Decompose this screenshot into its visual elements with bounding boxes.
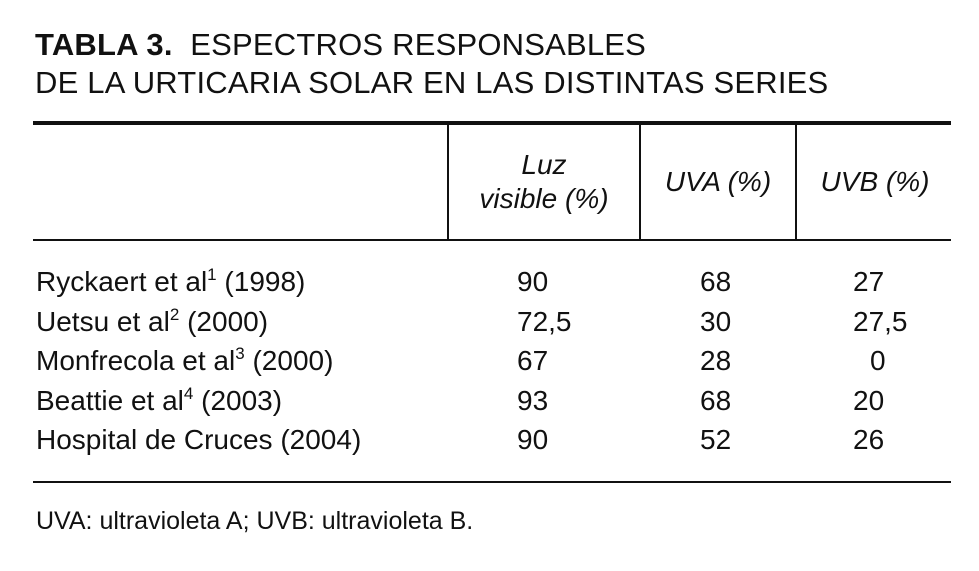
row-uva: 30 xyxy=(700,306,732,337)
row-luz: 72,5 xyxy=(517,306,572,337)
table-row: Ryckaert et al1 (1998) 90 68 27 xyxy=(0,262,979,302)
column-divider xyxy=(795,125,797,239)
column-header-luz-line1: Luz xyxy=(521,149,567,180)
row-luz: 67 xyxy=(517,345,549,376)
column-header-uva: UVA (%) xyxy=(664,166,772,197)
column-header-luz: Luz visible (%) xyxy=(449,125,639,239)
row-author: Uetsu et al2 (2000) xyxy=(36,304,269,337)
column-header-luz-line2: visible (%) xyxy=(479,183,609,214)
row-author: Beattie et al4 (2003) xyxy=(36,383,283,416)
row-uva: 52 xyxy=(700,424,732,455)
table-title-line1: ESPECTROS RESPONSABLES xyxy=(190,27,647,62)
row-uva: 68 xyxy=(700,266,732,297)
row-uvb: 27 xyxy=(853,266,885,297)
table-row: Beattie et al4 (2003) 93 68 20 xyxy=(0,381,979,421)
row-uvb: 27,5 xyxy=(853,306,908,337)
row-author: Ryckaert et al1 (1998) xyxy=(36,264,306,297)
table-row: Hospital de Cruces (2004) 90 52 26 xyxy=(0,420,979,460)
column-header-uvb: UVB (%) xyxy=(820,166,930,197)
column-divider xyxy=(639,125,641,239)
table-row: Monfrecola et al3 (2000) 67 28 0 xyxy=(0,341,979,381)
row-luz: 90 xyxy=(517,266,549,297)
row-uvb: 20 xyxy=(853,385,885,416)
bottom-rule xyxy=(33,481,951,483)
row-author: Hospital de Cruces (2004) xyxy=(36,424,362,455)
table-title: TABLA 3. ESPECTROS RESPONSABLES DE LA UR… xyxy=(35,26,828,102)
table-title-line2: DE LA URTICARIA SOLAR EN LAS DISTINTAS S… xyxy=(35,65,829,100)
row-uva: 68 xyxy=(700,385,732,416)
row-author: Monfrecola et al3 (2000) xyxy=(36,343,334,376)
row-uva: 28 xyxy=(700,345,732,376)
table-footnote: UVA: ultravioleta A; UVB: ultravioleta B… xyxy=(36,507,474,535)
top-rule xyxy=(33,121,951,125)
header-rule xyxy=(33,239,951,241)
row-luz: 93 xyxy=(517,385,549,416)
column-divider xyxy=(447,125,449,239)
row-uvb: 26 xyxy=(853,424,885,455)
table-label: TABLA 3. xyxy=(35,27,173,62)
row-uvb: 0 xyxy=(870,345,886,376)
row-luz: 90 xyxy=(517,424,549,455)
table-row: Uetsu et al2 (2000) 72,5 30 27,5 xyxy=(0,302,979,342)
